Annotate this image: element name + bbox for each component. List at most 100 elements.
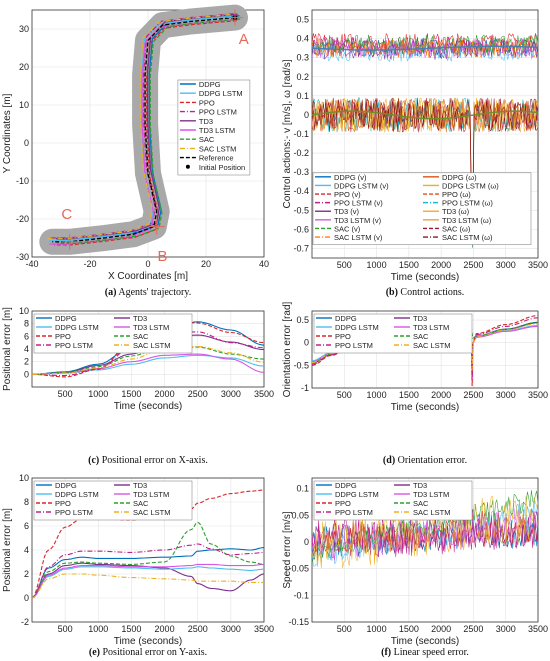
- x-tick-label: 20: [201, 259, 211, 269]
- control-trace: [311, 38, 539, 58]
- series-line: [31, 562, 265, 599]
- reference-line: [52, 16, 236, 243]
- legend-entry: DDPG (ω): [442, 173, 477, 182]
- x-tick-label: 500: [337, 260, 352, 270]
- x-tick-label: 500: [337, 390, 352, 400]
- legend-entry: PPO LSTM (v): [334, 199, 383, 208]
- panel-b: 500 1000 1500 2000 2500 3000 3500 -0.7 -0.6 -0.5 -…: [282, 9, 548, 298]
- y-tick-label: -20: [16, 214, 29, 224]
- plot-border: [31, 477, 265, 623]
- figure-caption: (c) Positional error on X-axis.: [88, 455, 208, 466]
- caption-tag: (c): [88, 455, 99, 466]
- x-tick-label: 3000: [496, 260, 516, 270]
- series-line: [31, 521, 265, 599]
- y-tick-label: 10: [19, 473, 29, 483]
- legend-entry: TD3 LSTM: [133, 490, 169, 499]
- y-tick-label: 10: [19, 306, 29, 316]
- legend-entry: DDPG LSTM (v): [334, 181, 389, 190]
- series-line: [31, 547, 265, 599]
- x-tick-label: 2000: [431, 260, 451, 270]
- legend-entry: DDPG: [335, 481, 357, 490]
- x-tick-label: -20: [83, 259, 96, 269]
- y-tick-label: 2: [24, 357, 29, 367]
- y-tick-label: 4: [24, 545, 29, 555]
- legend-entry: SAC LSTM: [413, 341, 451, 350]
- legend-entry: SAC LSTM (ω): [442, 233, 493, 242]
- legend-entry: DDPG LSTM: [335, 323, 379, 332]
- legend-entry: PPO LSTM: [335, 508, 373, 517]
- y-tick-label: 0: [24, 369, 29, 379]
- control-trace: [311, 97, 539, 217]
- y-tick-label: -0.5: [293, 205, 309, 215]
- x-tick-label: 1000: [367, 260, 387, 270]
- caption-tag: (f): [381, 647, 391, 658]
- y-axis-label: Y Coordinates [m]: [2, 93, 13, 173]
- legend-box: [312, 172, 532, 245]
- panel-c: 500 1000 1500 2000 2500 3000 3500 0 2 4 6 8 10 Time (…: [2, 306, 274, 466]
- y-tick-label: 0.05: [291, 510, 309, 520]
- legend-entry: DDPG LSTM: [335, 490, 379, 499]
- y-tick-label: -10: [16, 176, 29, 186]
- figure-caption: (b) Control actions.: [386, 287, 465, 298]
- x-tick-label: 40: [259, 259, 269, 269]
- x-tick-label: 2500: [188, 624, 208, 634]
- x-tick-label: 3000: [496, 390, 516, 400]
- legend-entry: SAC LSTM (v): [334, 233, 383, 242]
- legend-entry: SAC (v): [334, 224, 361, 233]
- plot-border: [311, 310, 539, 389]
- legend-box: [33, 480, 193, 521]
- control-trace: [311, 97, 539, 241]
- legend-entry: TD3 LSTM: [133, 323, 169, 332]
- legend-entry: SAC LSTM: [413, 508, 451, 517]
- legend-entry: TD3: [199, 117, 213, 126]
- y-tick-label: 0.5: [296, 315, 309, 325]
- y-tick-label: 10: [19, 100, 29, 110]
- x-tick-label: 2500: [463, 390, 483, 400]
- x-tick-label: 500: [337, 624, 352, 634]
- caption-tag: (b): [386, 287, 398, 298]
- legend-entry: PPO: [55, 499, 71, 508]
- legend-entry: PPO LSTM: [55, 341, 93, 350]
- y-tick-label: 0.2: [296, 72, 309, 82]
- legend-entry: SAC LSTM: [133, 508, 171, 517]
- y-tick-label: 4: [24, 344, 29, 354]
- legend-entry: PPO (v): [334, 190, 361, 199]
- y-tick-label: 0: [24, 138, 29, 148]
- x-axis-label: Time (seconds): [391, 272, 460, 283]
- x-tick-label: 2500: [188, 389, 208, 399]
- panel-f: 500 1000 1500 2000 2500 3000 3500 -0.15 -0.1 -0.0…: [282, 477, 548, 658]
- legend-entry: PPO: [335, 499, 351, 508]
- y-tick-label: -0.05: [288, 564, 309, 574]
- x-tick-label: 3000: [221, 389, 241, 399]
- x-tick-label: 1500: [399, 260, 419, 270]
- x-tick-label: 3500: [528, 624, 548, 634]
- y-tick-label: 0.5: [296, 15, 309, 25]
- legend: DDPG (v) DDPG (ω) DDPG LSTM (v) DDPG LSTM (…: [312, 172, 532, 245]
- y-tick-label: 8: [24, 497, 29, 507]
- legend-entry: SAC (ω): [442, 224, 471, 233]
- waypoint-label: B: [157, 248, 167, 265]
- x-tick-label: 500: [58, 389, 73, 399]
- caption-tag: (e): [89, 647, 100, 658]
- legend-entry: TD3: [133, 314, 147, 323]
- figure-caption: (d) Orientation error.: [383, 455, 467, 466]
- y-tick-label: -0.2: [293, 148, 309, 158]
- legend-entry: PPO: [55, 332, 71, 341]
- legend-entry: SAC LSTM: [199, 144, 237, 153]
- x-tick-label: 0: [145, 259, 150, 269]
- x-tick-label: 2000: [155, 389, 175, 399]
- legend-entry: TD3 LSTM: [413, 490, 449, 499]
- legend-box: [177, 79, 251, 176]
- x-tick-label: 3500: [528, 390, 548, 400]
- waypoint-label: C: [61, 206, 72, 223]
- x-tick-label: 3500: [528, 260, 548, 270]
- x-tick-label: 2000: [155, 624, 175, 634]
- legend-box: [313, 313, 473, 354]
- x-tick-label: 2000: [431, 624, 451, 634]
- speed-trace: [311, 490, 539, 564]
- speed-trace: [311, 509, 539, 558]
- x-tick-label: 2500: [463, 260, 483, 270]
- legend-entry: SAC: [413, 332, 429, 341]
- legend-entry: PPO LSTM (ω): [442, 199, 493, 208]
